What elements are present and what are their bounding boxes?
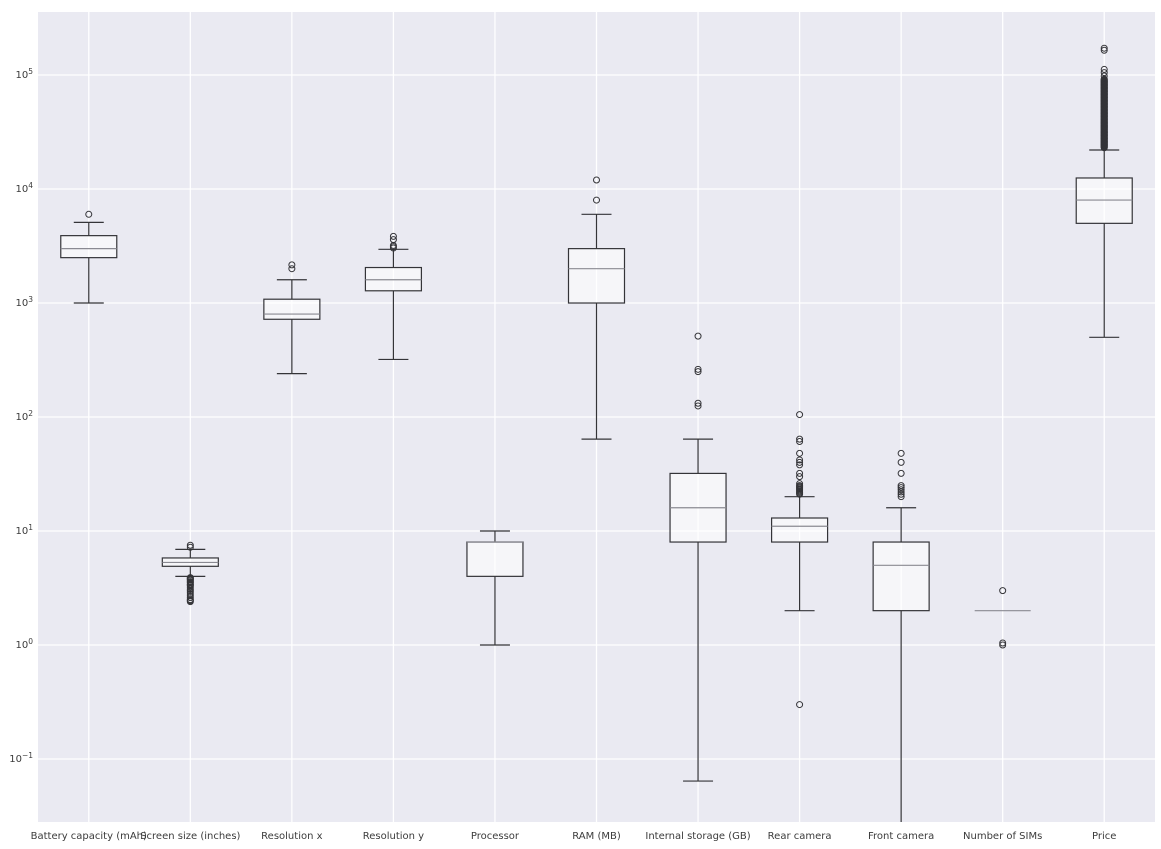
x-tick-label: Processor [471, 831, 520, 842]
outlier-point [999, 587, 1007, 595]
outlier-point [1100, 44, 1108, 52]
outlier-point [1100, 46, 1108, 54]
outlier-point [1100, 65, 1108, 73]
x-tick-label: Internal storage (GB) [645, 831, 750, 842]
box-5 [567, 248, 626, 304]
box-4 [466, 541, 524, 577]
x-tick-label: Price [1092, 831, 1116, 842]
y-tick-label: 102 [15, 409, 33, 423]
box-8 [872, 541, 930, 612]
outlier-point [593, 176, 600, 184]
outlier-point [186, 543, 194, 551]
x-tick-label: Battery capacity (mAh) [31, 831, 147, 842]
outlier-point [186, 598, 194, 606]
x-tick-label: Rear camera [768, 831, 832, 842]
x-tick-label: Resolution x [261, 831, 322, 842]
outlier-point [796, 437, 804, 445]
outlier-point [1100, 69, 1108, 77]
outlier-point [288, 261, 296, 269]
x-tick-label: Resolution y [363, 831, 424, 842]
outlier-point [897, 493, 905, 501]
outlier-point [694, 399, 702, 407]
outlier-point [796, 435, 804, 443]
outlier-point [186, 541, 194, 549]
outlier-point [796, 469, 804, 477]
outlier-point [999, 639, 1007, 647]
y-tick-label: 104 [15, 181, 33, 195]
outlier-point [796, 482, 804, 490]
box-2 [263, 298, 321, 320]
x-tick-label: RAM (MB) [572, 831, 621, 842]
outlier-point [796, 461, 804, 469]
box-0 [60, 235, 118, 259]
outlier-point [796, 449, 804, 457]
outlier-point [288, 265, 296, 273]
y-tick-label: 105 [15, 67, 33, 81]
outlier-point [897, 469, 905, 477]
outlier-point [897, 484, 905, 492]
x-tick-label: Screen size (inches) [140, 831, 240, 842]
outlier-point [389, 232, 397, 240]
outlier-point [796, 473, 804, 481]
box-7 [770, 517, 829, 543]
outlier-point [796, 456, 804, 464]
outlier-point [1100, 75, 1108, 83]
outlier-point [897, 490, 905, 498]
outlier-point [897, 458, 905, 466]
outlier-point [897, 482, 905, 490]
outlier-point [694, 402, 702, 410]
outlier-point [796, 701, 804, 709]
outlier-point [694, 368, 702, 376]
outlier-point [796, 458, 804, 466]
outlier-point [694, 365, 702, 373]
outlier-point [694, 332, 702, 340]
x-tick-label: Front camera [868, 831, 934, 842]
y-tick-label: 10−1 [9, 751, 33, 765]
outlier-point [897, 449, 905, 457]
outlier-point [593, 196, 600, 204]
outlier-point [796, 411, 804, 419]
y-tick-label: 101 [15, 523, 33, 537]
y-tick-label: 103 [15, 295, 33, 309]
outlier-point [85, 210, 93, 218]
x-tick-label: Number of SIMs [963, 831, 1042, 842]
outlier-point [796, 480, 804, 488]
outlier-point [389, 236, 397, 244]
y-tick-label: 100 [15, 637, 33, 651]
outlier-point [186, 594, 194, 602]
outlier-point [897, 486, 905, 494]
outlier-point [999, 641, 1007, 649]
